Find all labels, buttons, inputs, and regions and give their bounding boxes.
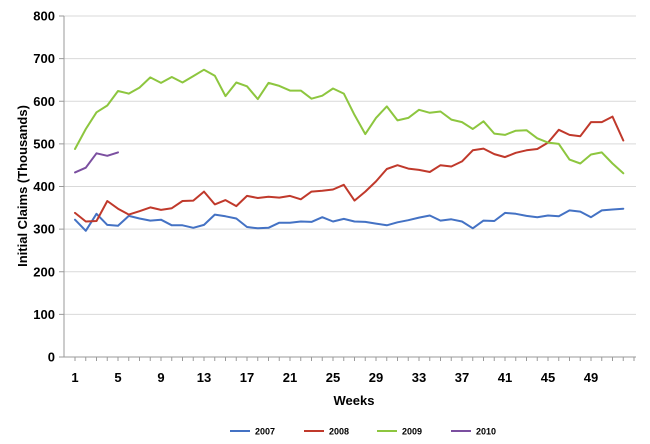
legend-label-2007: 2007 bbox=[255, 427, 275, 437]
legend: 2007 2008 2009 2010 bbox=[230, 427, 496, 437]
y-axis-tick-labels: 0 100 200 300 400 500 600 700 800 bbox=[33, 9, 55, 365]
y-tick-label-300: 300 bbox=[33, 222, 55, 237]
x-tick-label-45: 45 bbox=[541, 370, 555, 385]
series-line-2008 bbox=[74, 115, 625, 223]
x-tick-label-1: 1 bbox=[71, 370, 78, 385]
x-axis-title: Weeks bbox=[334, 393, 375, 408]
x-tick-label-13: 13 bbox=[197, 370, 211, 385]
x-tick-label-5: 5 bbox=[114, 370, 121, 385]
legend-label-2008: 2008 bbox=[329, 427, 349, 437]
legend-label-2010: 2010 bbox=[476, 427, 496, 437]
x-tick-label-41: 41 bbox=[498, 370, 512, 385]
y-tick-label-800: 800 bbox=[33, 9, 55, 24]
y-axis-title: Initial Claims (Thousands) bbox=[15, 105, 30, 267]
x-tick-label-49: 49 bbox=[584, 370, 598, 385]
x-tick-label-33: 33 bbox=[412, 370, 426, 385]
legend-label-2009: 2009 bbox=[402, 427, 422, 437]
x-tick-label-25: 25 bbox=[326, 370, 340, 385]
x-tick-label-21: 21 bbox=[283, 370, 297, 385]
y-tick-label-400: 400 bbox=[33, 179, 55, 194]
y-tick-label-0: 0 bbox=[48, 350, 55, 365]
y-tick-label-500: 500 bbox=[33, 136, 55, 151]
series-line-2009 bbox=[74, 68, 625, 175]
x-axis-tick-labels: 1 5 9 13 17 21 25 29 33 37 41 45 49 bbox=[71, 370, 598, 385]
series-line-2007 bbox=[74, 207, 625, 232]
x-tick-label-37: 37 bbox=[455, 370, 469, 385]
y-tick-label-100: 100 bbox=[33, 307, 55, 322]
y-tick-label-700: 700 bbox=[33, 51, 55, 66]
x-tick-label-29: 29 bbox=[369, 370, 383, 385]
y-tick-label-600: 600 bbox=[33, 94, 55, 109]
x-tick-label-17: 17 bbox=[240, 370, 254, 385]
x-tick-label-9: 9 bbox=[157, 370, 164, 385]
series-lines bbox=[74, 68, 625, 232]
gridlines bbox=[59, 15, 636, 361]
series-line-2010 bbox=[74, 151, 119, 174]
y-tick-label-200: 200 bbox=[33, 264, 55, 279]
